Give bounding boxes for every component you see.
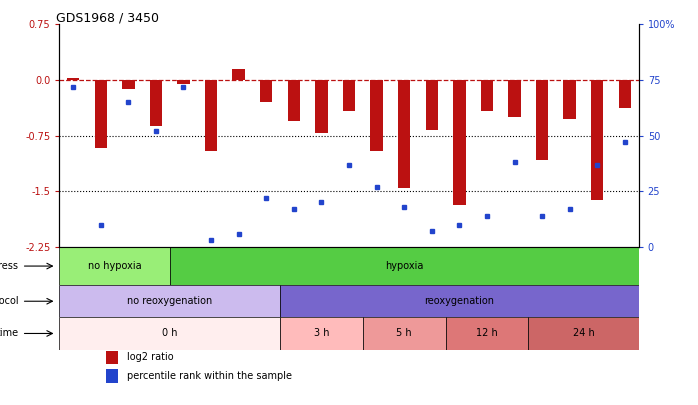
Bar bbox=[59, 318, 280, 350]
Bar bbox=[280, 285, 639, 318]
Text: protocol: protocol bbox=[0, 296, 19, 306]
Text: 12 h: 12 h bbox=[476, 328, 498, 339]
Bar bbox=[371, 80, 383, 151]
Text: 24 h: 24 h bbox=[572, 328, 595, 339]
Text: 3 h: 3 h bbox=[313, 328, 329, 339]
Bar bbox=[105, 351, 119, 364]
Text: log2 ratio: log2 ratio bbox=[127, 352, 174, 362]
Bar bbox=[315, 80, 327, 133]
Bar bbox=[232, 69, 245, 80]
Bar bbox=[260, 80, 272, 102]
Bar bbox=[59, 247, 170, 285]
Bar bbox=[67, 79, 80, 80]
Bar bbox=[343, 80, 355, 111]
Text: time: time bbox=[0, 328, 19, 339]
Text: GDS1968 / 3450: GDS1968 / 3450 bbox=[57, 11, 159, 24]
Bar bbox=[426, 80, 438, 130]
Bar bbox=[94, 80, 107, 148]
Bar bbox=[591, 80, 604, 200]
Bar bbox=[536, 80, 549, 160]
Bar bbox=[481, 80, 493, 111]
Bar bbox=[445, 318, 528, 350]
Text: stress: stress bbox=[0, 261, 19, 271]
Bar bbox=[149, 80, 162, 126]
Bar bbox=[105, 369, 119, 383]
Bar bbox=[528, 318, 639, 350]
Bar bbox=[122, 80, 135, 89]
Bar bbox=[288, 80, 300, 121]
Bar bbox=[170, 247, 639, 285]
Bar bbox=[618, 80, 631, 108]
Text: reoxygenation: reoxygenation bbox=[424, 296, 494, 306]
Bar bbox=[363, 318, 445, 350]
Bar bbox=[205, 80, 217, 151]
Bar bbox=[59, 285, 280, 318]
Bar bbox=[280, 318, 363, 350]
Bar bbox=[398, 80, 410, 188]
Bar bbox=[177, 80, 190, 84]
Text: no hypoxia: no hypoxia bbox=[88, 261, 141, 271]
Text: no reoxygenation: no reoxygenation bbox=[127, 296, 212, 306]
Bar bbox=[453, 80, 466, 205]
Text: hypoxia: hypoxia bbox=[385, 261, 424, 271]
Text: percentile rank within the sample: percentile rank within the sample bbox=[127, 371, 292, 381]
Bar bbox=[508, 80, 521, 117]
Text: 5 h: 5 h bbox=[396, 328, 412, 339]
Bar bbox=[563, 80, 576, 119]
Text: 0 h: 0 h bbox=[162, 328, 177, 339]
